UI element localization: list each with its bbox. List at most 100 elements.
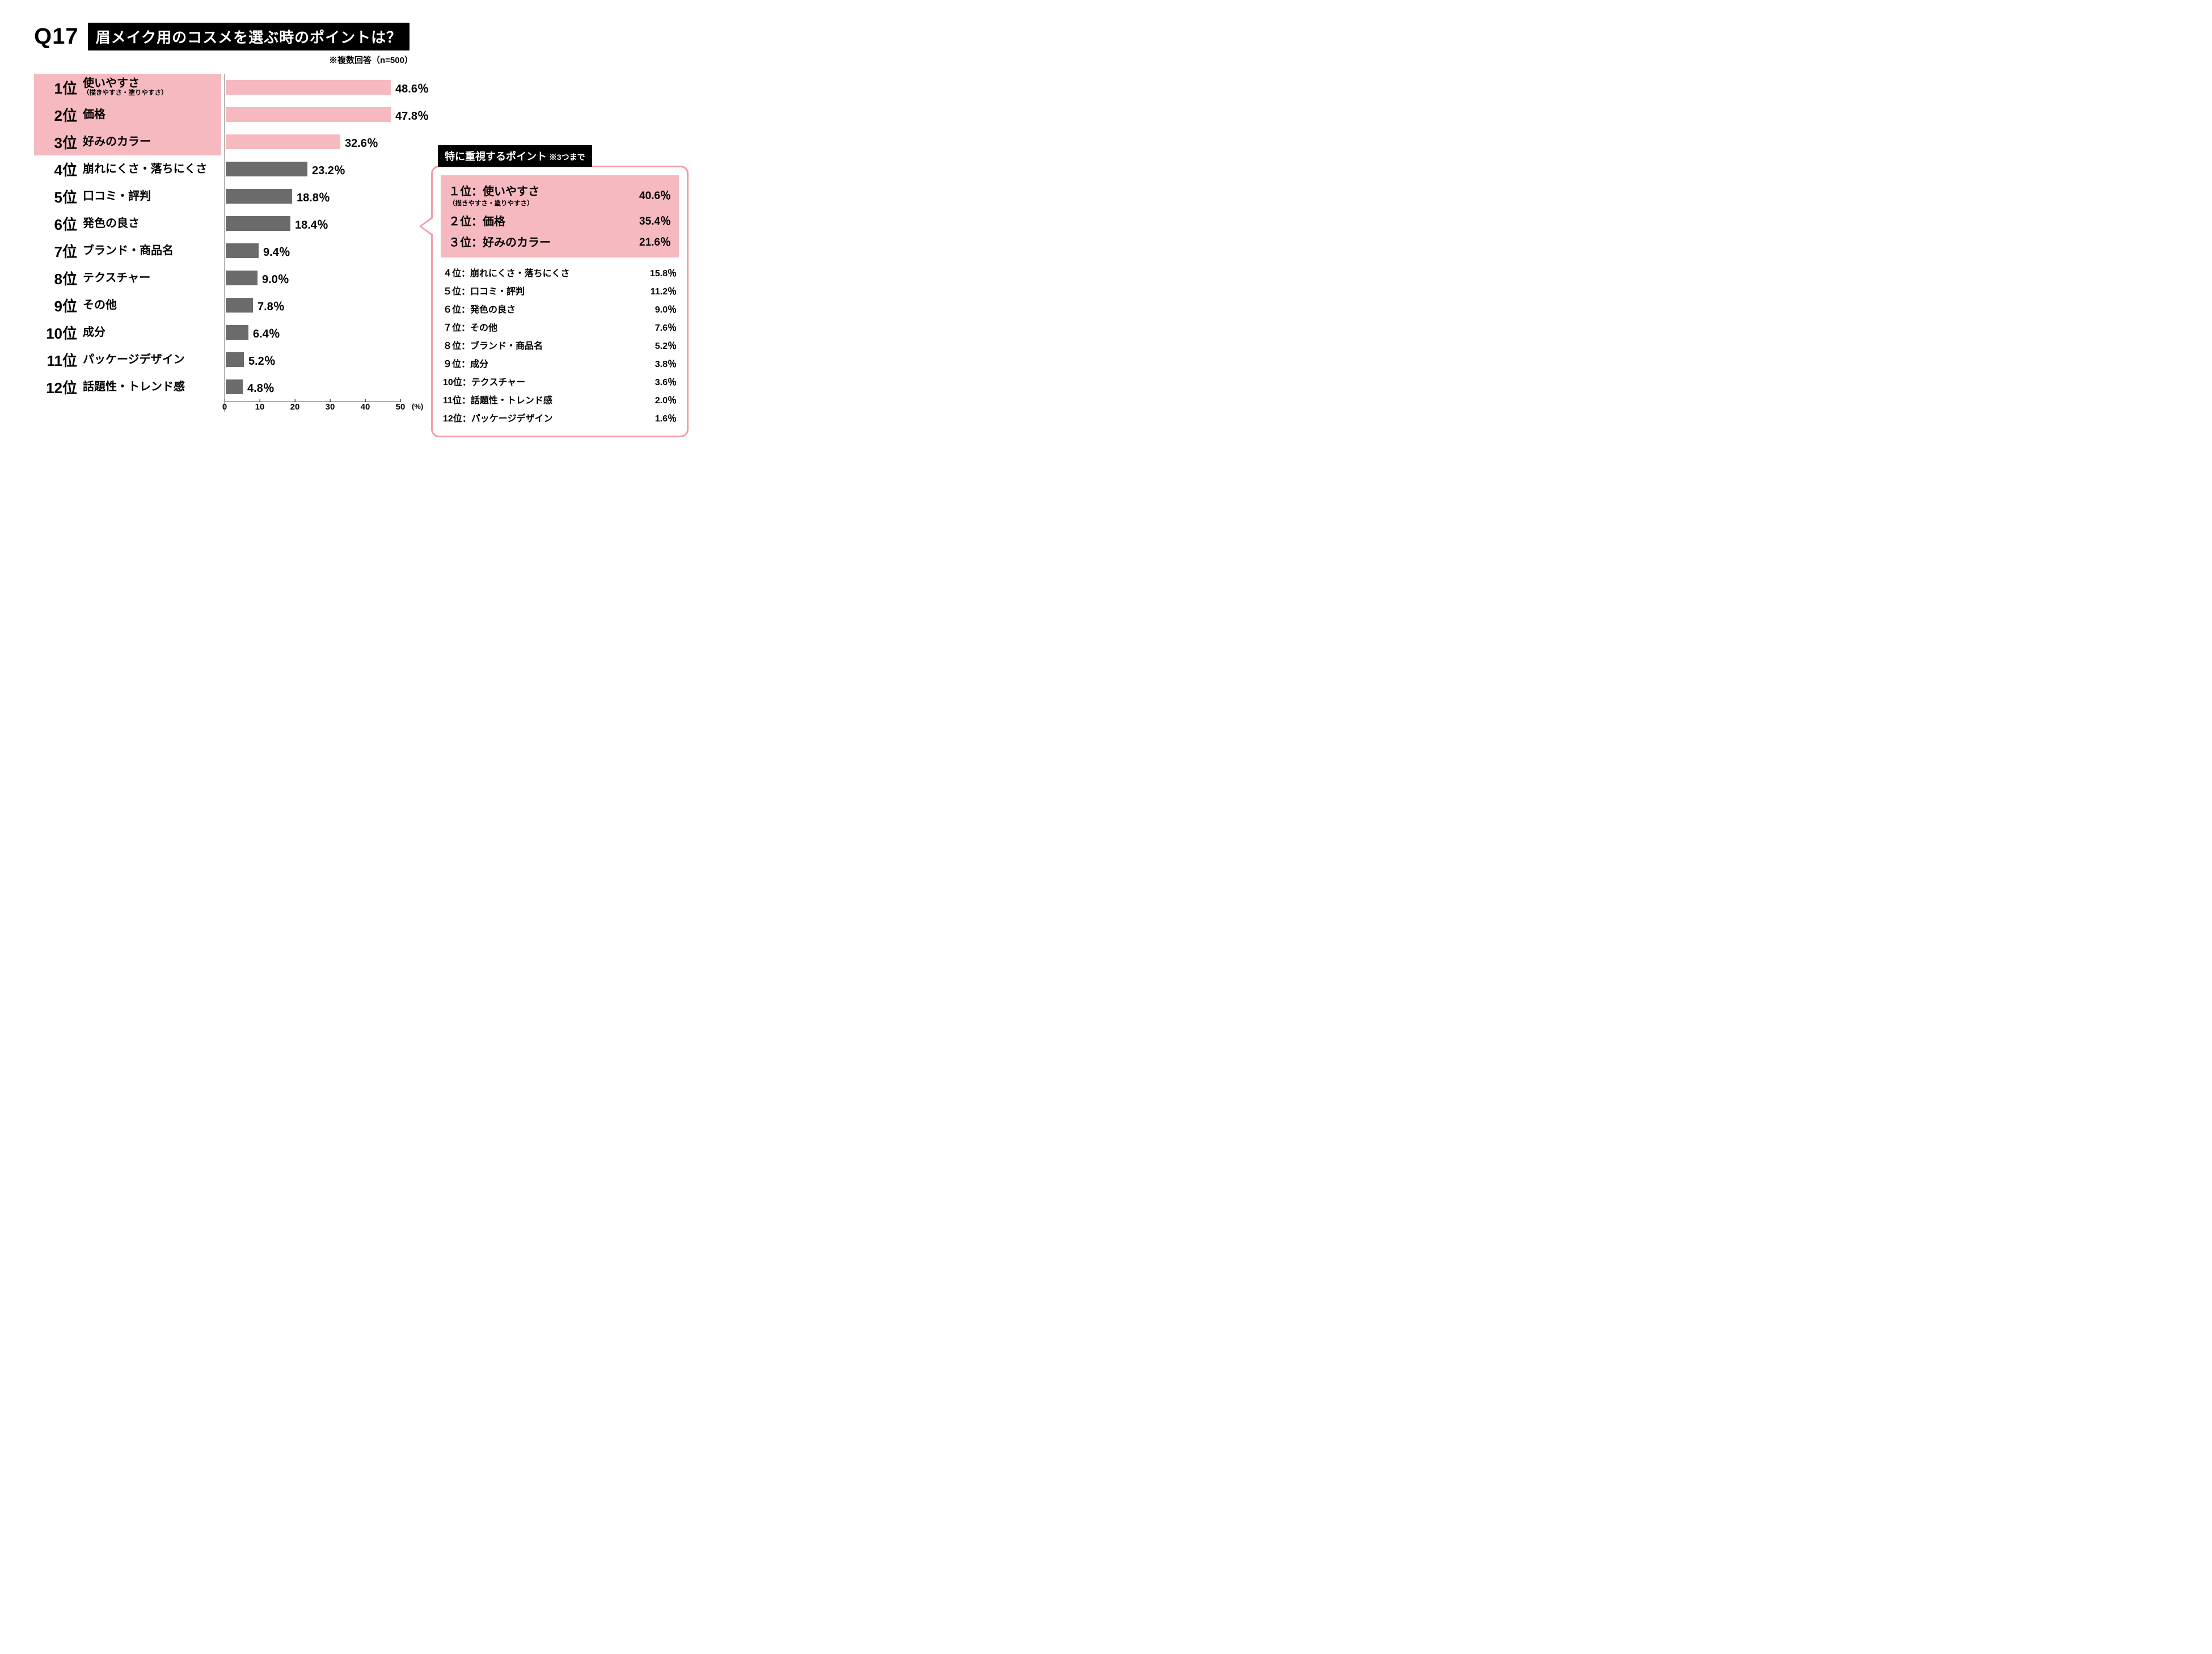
callout-row: ７位：その他7.6％ xyxy=(441,318,679,336)
header: Q17 眉メイク用のコスメを選ぶ時のポイントは？ xyxy=(34,23,703,50)
rank-label: テクスチャー xyxy=(83,272,150,284)
callout-row: ６位：発色の良さ9.0％ xyxy=(441,299,679,318)
rank-row: 11位パッケージデザイン xyxy=(34,346,221,373)
rank-row: 6位発色の良さ xyxy=(34,210,221,237)
callout-row: ３位：好みのカラー21.6％ xyxy=(446,231,673,252)
callout-value: 40.6％ xyxy=(639,187,671,202)
rank-row: 1位使いやすさ（描きやすさ・塗りやすさ） xyxy=(34,74,221,101)
bar xyxy=(226,379,243,394)
bar xyxy=(226,134,340,149)
bar-row: 47.8％ xyxy=(226,101,429,128)
rank-number: 8位 xyxy=(37,268,77,289)
bar-value: 7.8％ xyxy=(257,297,285,314)
rank-row: 9位その他 xyxy=(34,292,221,319)
bar-row: 5.2％ xyxy=(226,346,429,373)
bar-row: 32.6％ xyxy=(226,128,429,155)
rank-label: 成分 xyxy=(83,327,105,339)
callout-label: 12位：パッケージデザイン xyxy=(443,411,552,424)
bar-value: 23.2％ xyxy=(312,161,345,178)
callout-row: ４位：崩れにくさ・落ちにくさ 15.8％ xyxy=(441,263,679,281)
callout-label: ５位：口コミ・評判 xyxy=(443,284,525,297)
callout-value: 2.0％ xyxy=(655,393,677,406)
bar-row: 7.8％ xyxy=(226,292,429,319)
rank-row: 10位成分 xyxy=(34,319,221,346)
callout-row: 12位：パッケージデザイン 1.6％ xyxy=(441,408,679,427)
callout-value: 15.8％ xyxy=(650,265,677,279)
rank-label-column: 1位使いやすさ（描きやすさ・塗りやすさ）2位価格3位好みのカラー4位崩れにくさ・… xyxy=(34,74,221,416)
rank-row: 3位好みのカラー xyxy=(34,128,221,155)
bar-row: 4.8％ xyxy=(226,373,429,400)
bar xyxy=(226,243,259,258)
bar-value: 32.6％ xyxy=(345,134,378,150)
bar xyxy=(226,162,307,176)
axis-tick: 40 xyxy=(361,402,370,412)
callout-label: ２位：価格 xyxy=(449,212,505,229)
callout-label: 11位：話題性・トレンド感 xyxy=(443,393,552,406)
callout-value: 3.8％ xyxy=(655,356,677,370)
rank-label: パッケージデザイン xyxy=(83,354,185,366)
bar-value: 6.4％ xyxy=(253,324,280,341)
bar xyxy=(226,80,391,95)
callout-value: 35.4％ xyxy=(639,213,671,228)
bar-row: 9.0％ xyxy=(226,264,429,292)
axis-tick: 10 xyxy=(255,402,265,412)
bar-value: 5.2％ xyxy=(248,352,276,368)
callout-label: ９位：成分 xyxy=(443,356,488,370)
bar xyxy=(226,325,248,340)
rank-label: 使いやすさ（描きやすさ・塗りやすさ） xyxy=(83,78,168,96)
callout-box: １位：使いやすさ（描きやすさ・塗りやすさ）40.6％２位：価格35.4％３位：好… xyxy=(431,166,689,437)
callout-label: ７位：その他 xyxy=(443,320,497,334)
bar-value: 9.0％ xyxy=(262,270,289,286)
rank-number: 6位 xyxy=(37,213,77,234)
callout-title-note: ※3つまで xyxy=(547,153,585,162)
rank-number: 10位 xyxy=(37,322,77,343)
callout-label: ４位：崩れにくさ・落ちにくさ xyxy=(443,265,569,279)
rank-number: 1位 xyxy=(37,77,77,98)
callout-value: 1.6％ xyxy=(655,411,677,424)
axis-tick: 30 xyxy=(326,402,335,412)
rank-label: 発色の良さ xyxy=(83,218,140,230)
callout-label: ８位：ブランド・商品名 xyxy=(443,338,543,352)
bars-area: 48.6％47.8％32.6％23.2％18.8％18.4％9.4％9.0％7.… xyxy=(225,74,429,400)
rank-row: 2位価格 xyxy=(34,101,221,128)
callout-row: 11位：話題性・トレンド感 2.0％ xyxy=(441,390,679,408)
bar xyxy=(226,271,257,285)
rank-number: 7位 xyxy=(37,240,77,261)
callout-value: 5.2％ xyxy=(655,338,677,352)
callout-label: 10位：テクスチャー xyxy=(443,374,525,388)
rank-label: 口コミ・評判 xyxy=(83,191,151,202)
rank-row: 7位ブランド・商品名 xyxy=(34,237,221,264)
rank-label: その他 xyxy=(83,299,117,311)
rank-label: 好みのカラー xyxy=(83,136,151,148)
callout-value: 21.6％ xyxy=(639,234,671,249)
bar-row: 18.4％ xyxy=(226,210,429,237)
rank-number: 11位 xyxy=(37,349,77,370)
subnote: ※複数回答（n=500） xyxy=(329,54,703,66)
rank-number: 9位 xyxy=(37,295,77,316)
bar-value: 47.8％ xyxy=(395,107,429,123)
question-title: 眉メイク用のコスメを選ぶ時のポイントは？ xyxy=(88,23,410,50)
bar xyxy=(226,189,292,204)
bar-row: 18.8％ xyxy=(226,183,429,210)
rank-row: 8位テクスチャー xyxy=(34,264,221,292)
rank-sublabel: （描きやすさ・塗りやすさ） xyxy=(83,90,168,96)
callout-top3: １位：使いやすさ（描きやすさ・塗りやすさ）40.6％２位：価格35.4％３位：好… xyxy=(441,175,679,258)
rank-row: 4位崩れにくさ・落ちにくさ xyxy=(34,155,221,183)
rank-label: 価格 xyxy=(83,109,105,121)
rank-label: ブランド・商品名 xyxy=(83,245,174,257)
callout-panel: 特に重視するポイント ※3つまで １位：使いやすさ（描きやすさ・塗りやすさ）40… xyxy=(431,145,689,437)
bar-value: 18.8％ xyxy=(297,188,330,205)
axis-unit-label: (%) xyxy=(412,402,423,411)
callout-value: 11.2％ xyxy=(651,284,677,297)
axis-tick: 20 xyxy=(290,402,300,412)
bar xyxy=(226,352,244,367)
bar-value: 9.4％ xyxy=(263,243,290,259)
speech-bubble-tail-icon xyxy=(419,216,433,237)
rank-number: 12位 xyxy=(37,377,77,398)
bar-value: 4.8％ xyxy=(247,379,275,395)
axis-tick: 50 xyxy=(396,402,406,412)
callout-value: 3.6％ xyxy=(655,374,677,388)
bar-chart: 48.6％47.8％32.6％23.2％18.8％18.4％9.4％9.0％7.… xyxy=(225,74,429,416)
rank-number: 4位 xyxy=(37,159,77,180)
rank-label: 話題性・トレンド感 xyxy=(83,381,185,393)
